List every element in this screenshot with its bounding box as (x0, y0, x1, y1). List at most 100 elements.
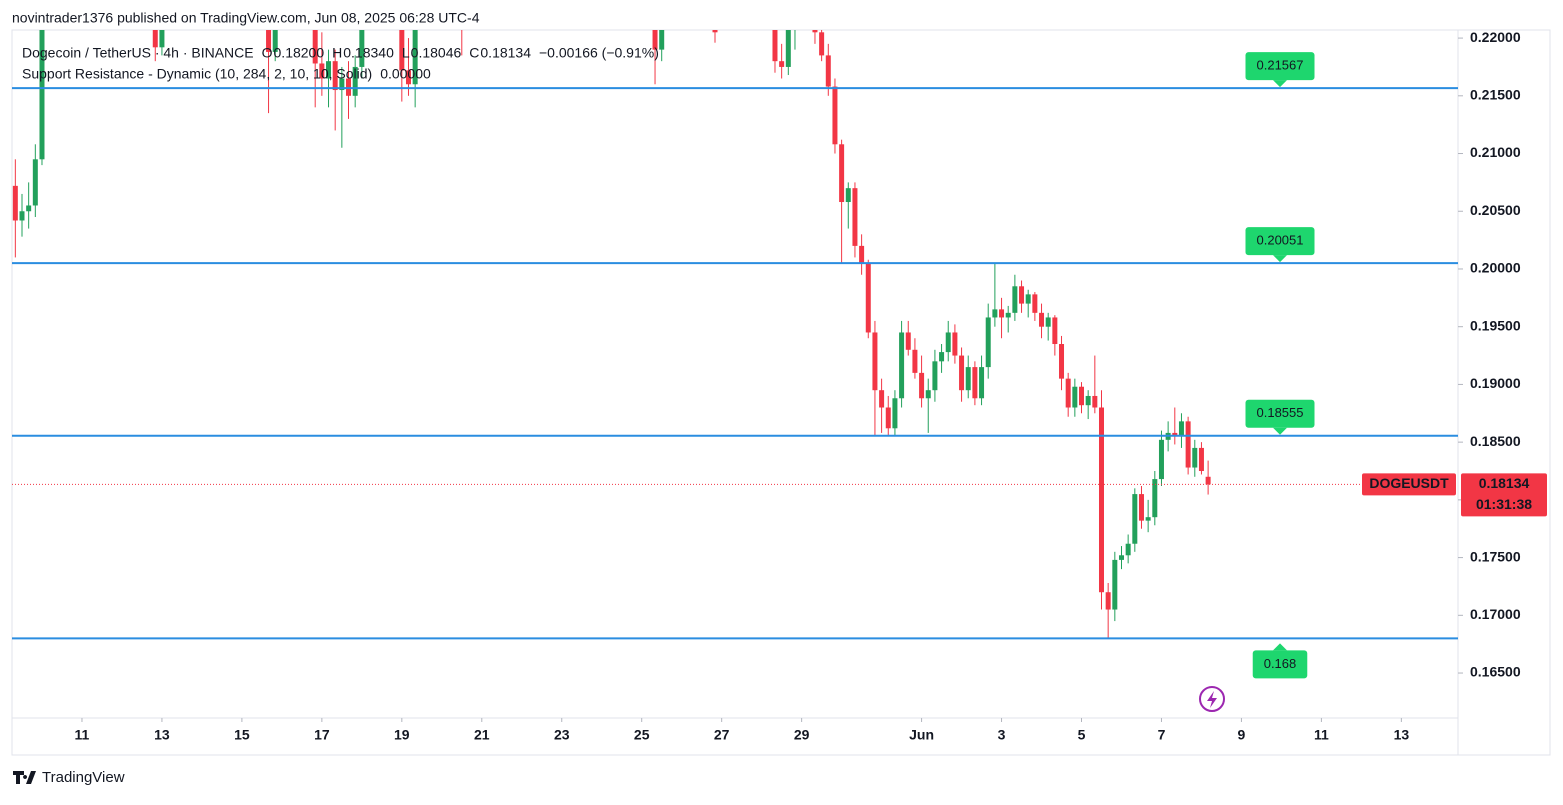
candle-body (899, 332, 905, 399)
ohlc-value: 0.18200 (274, 45, 325, 61)
candle-body (1045, 317, 1051, 327)
change: −0.00166 (−0.91%) (539, 45, 659, 61)
candle-body (712, 30, 718, 33)
countdown: 01:31:38 (1476, 496, 1532, 512)
candle-body (152, 30, 158, 48)
level-label-box (1245, 399, 1315, 428)
ohlc-key: H (332, 45, 342, 61)
x-tick-label: 3 (998, 727, 1006, 743)
candle-body (952, 332, 958, 356)
candle-body (412, 30, 418, 85)
y-tick-label: 0.21500 (1470, 87, 1521, 103)
candle-body (19, 211, 25, 221)
ohlc-key: O (262, 45, 273, 61)
level-label: 0.168 (1252, 643, 1308, 679)
candle-body (1032, 294, 1038, 313)
candle-body (945, 332, 951, 353)
level-label-text: 0.20051 (1257, 233, 1304, 248)
x-tick-label: 17 (314, 727, 330, 743)
candle-body (1005, 312, 1011, 318)
event-icon[interactable] (1199, 686, 1225, 712)
y-tick-label: 0.22000 (1470, 29, 1521, 45)
candle-body (932, 361, 938, 391)
candle-body (1092, 395, 1098, 408)
candle-body (839, 144, 845, 203)
x-tick-label: 15 (234, 727, 250, 743)
candle-body (1178, 421, 1184, 437)
candle-body (32, 159, 38, 206)
symbol-tag: DOGEUSDT (1369, 475, 1449, 491)
y-tick-label: 0.21000 (1470, 144, 1521, 160)
candle-body (879, 390, 885, 408)
candle-body (892, 398, 898, 429)
candle-body (812, 30, 818, 33)
candle-body (872, 332, 878, 391)
candle-body (399, 30, 405, 71)
level-label-text: 0.168 (1264, 656, 1297, 671)
candle-body (659, 30, 665, 50)
candle-body (26, 205, 32, 212)
candle-body (1059, 344, 1065, 379)
y-tick-label: 0.19000 (1470, 375, 1521, 391)
x-tick-label: 5 (1078, 727, 1086, 743)
indicator-name: Support Resistance - Dynamic (10, 284, 2… (22, 66, 372, 82)
candle-body (1145, 517, 1151, 521)
y-tick-label: 0.16500 (1470, 664, 1521, 680)
x-tick-label: Jun (909, 727, 934, 743)
level-label-arrow (1273, 255, 1287, 263)
candle-body (1019, 286, 1025, 304)
price-tag: 0.18134 (1479, 475, 1530, 491)
plot (12, 30, 1458, 640)
candle-body (405, 70, 411, 85)
candle-body (332, 61, 338, 91)
level-label-box (1245, 227, 1315, 256)
x-tick-label: 11 (1314, 727, 1329, 743)
candle-body (779, 61, 785, 67)
level-label-arrow (1273, 80, 1287, 88)
x-tick-label: 11 (75, 727, 90, 743)
candle-body (1132, 494, 1138, 544)
candle-body (832, 86, 838, 145)
y-tick-label: 0.20000 (1470, 260, 1521, 276)
candle-body (939, 352, 945, 362)
candle-body (845, 188, 851, 203)
candle-body (925, 390, 931, 399)
price-tag-box (1461, 473, 1547, 517)
y-tick-label: 0.17000 (1470, 606, 1521, 622)
candle-body (1025, 294, 1031, 304)
candle-body (885, 407, 891, 429)
candle-body (819, 32, 825, 56)
candle-body (965, 367, 971, 391)
x-tick-label: 23 (554, 727, 570, 743)
y-tick-label: 0.19500 (1470, 317, 1521, 333)
candle-body (312, 30, 318, 64)
x-tick-label: 9 (1238, 727, 1246, 743)
candle-body (1172, 432, 1178, 437)
x-tick-label: 21 (474, 727, 490, 743)
candle-body (1185, 421, 1191, 468)
x-tick-label: 7 (1158, 727, 1166, 743)
candle-body (1138, 494, 1144, 521)
candle-body (772, 30, 778, 62)
footer-logo: TradingView (13, 769, 125, 786)
candle-body (319, 63, 325, 79)
level-label: 0.18555 (1245, 399, 1315, 435)
candle-body (912, 349, 918, 373)
ohlc-value: 0.18340 (343, 45, 394, 61)
ohlc-value: 0.18134 (480, 45, 531, 61)
candle-body (979, 367, 985, 399)
symbol-tag-box (1362, 473, 1456, 496)
candle-body (972, 367, 978, 399)
candle-body (359, 30, 365, 67)
candle-body (1198, 447, 1204, 472)
ohlc-value: 0.18046 (411, 45, 462, 61)
candle-body (352, 66, 358, 96)
indicator-value: 0.00000 (380, 66, 431, 82)
candle-body (1105, 592, 1111, 610)
candle-body (266, 30, 272, 52)
overlay: Dogecoin / TetherUS · 4h · BINANCE O 0.182… (22, 29, 1547, 743)
candle-body (1192, 447, 1198, 468)
chart-frame (11, 29, 1551, 756)
